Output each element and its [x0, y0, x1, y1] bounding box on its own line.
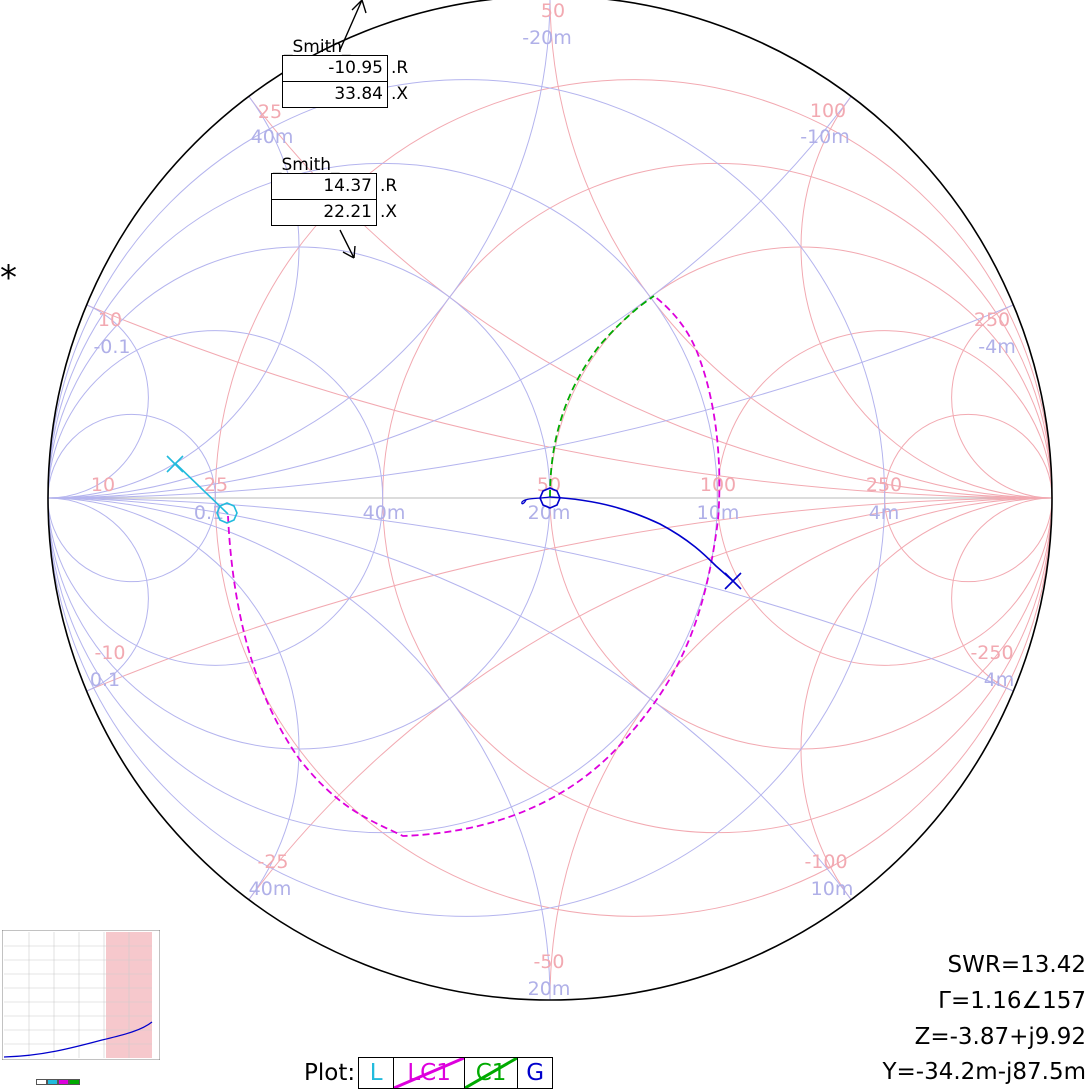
strike-icon — [465, 1058, 517, 1088]
marker-annotation-1[interactable]: _Smith_ -10.95 .R 33.84 .X — [282, 37, 408, 108]
plot-toggle-label: L — [369, 1060, 383, 1086]
reactance-arc — [48, 0, 1052, 499]
sweep-thumbnail[interactable] — [2, 930, 160, 1060]
susceptance-label: -20m — [522, 27, 572, 49]
impedance-readout: Z=-3.87+j9.92 — [914, 1024, 1086, 1050]
swr-readout: SWR=13.42 — [947, 952, 1086, 978]
conductance-circle — [48, 330, 384, 666]
susceptance-label: -0.1 — [93, 336, 130, 358]
resistance-label: 25 — [204, 474, 228, 496]
susceptance-label: -10m — [800, 126, 850, 148]
marker-x-field: 33.84 .X — [282, 81, 408, 108]
marker-r-unit: .R — [391, 58, 409, 78]
marker-annotation-2[interactable]: _Smith_ 14.37 .R 22.21 .X — [271, 155, 397, 226]
end-marker-g — [724, 572, 742, 590]
reactance-label: -250 — [970, 642, 1013, 664]
marker-x-unit: .X — [391, 84, 409, 104]
marker-title: _Smith_ — [273, 155, 340, 175]
plot-toggle-lc1[interactable]: LC1 — [393, 1057, 466, 1089]
plot-toggle-g[interactable]: G — [517, 1057, 554, 1089]
susceptance-label: 40m — [251, 126, 294, 148]
strike-icon — [394, 1058, 464, 1088]
susceptance-label: 40m — [249, 878, 292, 900]
thumbnail-legend — [36, 1079, 80, 1085]
marker-x-field: 22.21 .X — [271, 199, 397, 226]
reactance-arc — [48, 497, 1052, 1000]
trace-l — [174, 462, 229, 515]
asterisk-icon[interactable]: * — [0, 258, 17, 298]
arrow-icon — [339, 0, 367, 51]
reactance-label: -50 — [533, 951, 564, 973]
marker-r-unit: .R — [380, 176, 398, 196]
reactance-label: 250 — [974, 309, 1010, 331]
conductance-circle — [48, 162, 718, 834]
resistance-label: 10 — [91, 474, 115, 496]
susceptance-arc — [48, 0, 1052, 499]
start-marker-g — [539, 487, 561, 509]
susceptance-label: 20m — [528, 978, 571, 1000]
reactance-label: 10 — [98, 309, 122, 331]
conductance-label: 40m — [363, 502, 406, 524]
reactance-label: -25 — [257, 851, 288, 873]
plot-toggle-label: G — [526, 1060, 545, 1086]
plot-toggle-l[interactable]: L — [358, 1057, 395, 1089]
marker-title: _Smith_ — [284, 37, 351, 57]
susceptance-arc — [48, 0, 551, 499]
susceptance-label: 10m — [811, 878, 854, 900]
susceptance-arc — [48, 296, 149, 499]
trace-g — [549, 496, 734, 582]
trace-c1 — [549, 295, 655, 498]
conductance-label: 20m — [528, 502, 571, 524]
susceptance-arc — [48, 497, 300, 1000]
reactance-label: 25 — [258, 101, 282, 123]
resistance-label: 100 — [700, 474, 736, 496]
marker-r-field: 14.37 .R — [271, 173, 397, 200]
conductance-label: 0.1 — [194, 502, 224, 524]
susceptance-arc — [48, 497, 149, 700]
plot-label: Plot: — [304, 1060, 356, 1086]
marker-x-value: 33.84 — [334, 84, 383, 104]
strike-line — [394, 1058, 464, 1088]
trace-g-start — [521, 496, 551, 505]
start-marker-l — [216, 502, 238, 524]
marker-r-value: -10.95 — [328, 58, 383, 78]
reactance-arc — [800, 0, 1052, 499]
susceptance-label: -4m — [978, 336, 1015, 358]
reactance-arc — [48, 0, 1052, 499]
marker-x-value: 22.21 — [323, 202, 372, 222]
marker-r-field: -10.95 .R — [282, 55, 408, 82]
susceptance-arc — [48, 0, 1052, 499]
end-marker-l — [166, 455, 184, 473]
marker-r-value: 14.37 — [323, 176, 372, 196]
reactance-label: -100 — [804, 851, 847, 873]
smith-boundary — [47, 0, 1053, 1001]
admittance-readout: Y=-34.2m-j87.5m — [882, 1059, 1086, 1085]
susceptance-arc — [48, 0, 300, 499]
conductance-label: 4m — [869, 502, 900, 524]
plot-toggle-c1[interactable]: C1 — [464, 1057, 519, 1089]
reactance-label: -10 — [94, 642, 125, 664]
arrow-icon — [339, 229, 356, 259]
strike-line — [465, 1058, 517, 1088]
resistance-label: 250 — [866, 474, 902, 496]
conductance-circle — [48, 79, 886, 917]
marker-x-unit: .X — [380, 202, 398, 222]
reactance-label: 50 — [541, 0, 565, 22]
gamma-readout: Γ=1.16∠157 — [938, 988, 1086, 1014]
susceptance-label: 0.1 — [90, 669, 120, 691]
reactance-label: 100 — [810, 100, 846, 122]
plot-selector: Plot: L LC1 C1 G — [304, 1056, 554, 1090]
reactance-arc — [800, 497, 1052, 1000]
susceptance-label: 4m — [984, 669, 1015, 691]
trace-lc1 — [227, 295, 721, 837]
